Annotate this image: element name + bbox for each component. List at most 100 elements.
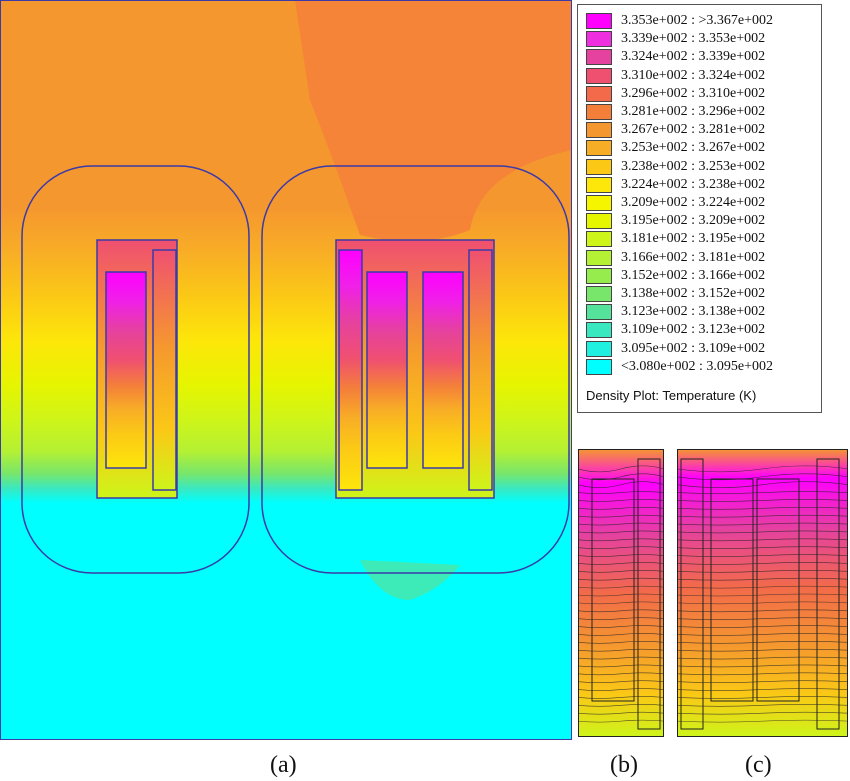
legend-label: 3.152e+002 : 3.166e+002 bbox=[621, 267, 766, 283]
legend-swatch bbox=[586, 213, 612, 230]
caption-a: (a) bbox=[270, 752, 297, 778]
legend-label: 3.109e+002 : 3.123e+002 bbox=[621, 322, 766, 338]
plot-b-contours bbox=[578, 465, 664, 723]
legend-swatch bbox=[586, 67, 612, 84]
legend-label: 3.281e+002 : 3.296e+002 bbox=[621, 104, 766, 119]
contour-line bbox=[578, 656, 664, 660]
legend-swatch bbox=[586, 358, 612, 375]
caption-c: (c) bbox=[745, 752, 772, 778]
winding-left-inner bbox=[105, 271, 147, 469]
contour-line bbox=[578, 711, 664, 715]
plot-c-winding-4 bbox=[816, 458, 840, 730]
contour-line bbox=[578, 625, 664, 628]
legend-swatch bbox=[586, 322, 612, 339]
legend-swatch bbox=[586, 231, 612, 248]
legend-label: 3.353e+002 : >3.367e+002 bbox=[621, 13, 774, 28]
contour-line bbox=[578, 481, 664, 488]
legend-swatch bbox=[586, 49, 612, 66]
legend-label: 3.224e+002 : 3.238e+002 bbox=[621, 176, 766, 192]
contour-line bbox=[578, 538, 664, 542]
legend-label: 3.253e+002 : 3.267e+002 bbox=[621, 140, 766, 156]
legend-entry: 3.109e+002 : 3.123e+002 bbox=[586, 321, 816, 339]
legend-label: 3.339e+002 : 3.353e+002 bbox=[621, 31, 766, 47]
legend-label: 3.138e+002 : 3.152e+002 bbox=[621, 286, 766, 301]
contour-line bbox=[578, 491, 664, 494]
plot-c-fill bbox=[677, 449, 848, 737]
plot-c-winding-3 bbox=[756, 478, 800, 702]
contour-line bbox=[578, 562, 664, 565]
legend-label: 3.238e+002 : 3.253e+002 bbox=[621, 158, 766, 174]
contour-line bbox=[578, 696, 664, 699]
legend-entry: 3.224e+002 : 3.238e+002 bbox=[586, 176, 816, 194]
plot-b-border bbox=[578, 449, 664, 737]
contour-line bbox=[578, 554, 664, 557]
contour-line bbox=[578, 465, 664, 473]
legend-swatch bbox=[586, 249, 612, 266]
contour-line bbox=[578, 546, 664, 550]
legend-entry: <3.080e+002 : 3.095e+002 bbox=[586, 358, 816, 376]
legend-swatch bbox=[586, 158, 612, 175]
legend-label: 3.209e+002 : 3.224e+002 bbox=[621, 195, 766, 210]
legend-label: 3.310e+002 : 3.324e+002 bbox=[621, 67, 766, 83]
legend-label: 3.267e+002 : 3.281e+002 bbox=[621, 122, 766, 138]
core-outline-right bbox=[261, 165, 570, 574]
caption-b: (b) bbox=[610, 752, 638, 778]
contour-plot-b bbox=[578, 449, 664, 737]
legend-swatch bbox=[586, 140, 612, 157]
legend-entry: 3.339e+002 : 3.353e+002 bbox=[586, 30, 816, 48]
contour-line bbox=[578, 688, 664, 691]
contour-line bbox=[578, 577, 664, 581]
winding-right-2 bbox=[366, 271, 408, 469]
plot-b-fill bbox=[578, 449, 664, 737]
legend-swatch bbox=[586, 286, 612, 302]
contour-line bbox=[578, 585, 664, 589]
legend-label: 3.324e+002 : 3.339e+002 bbox=[621, 49, 766, 65]
legend-entry: 3.095e+002 : 3.109e+002 bbox=[586, 340, 816, 358]
contour-line bbox=[578, 514, 664, 518]
legend-swatch bbox=[586, 104, 612, 120]
legend-swatch bbox=[586, 267, 612, 284]
legend-label: 3.296e+002 : 3.310e+002 bbox=[621, 85, 766, 101]
plot-b-inner-winding bbox=[591, 478, 635, 702]
legend-label: 3.195e+002 : 3.209e+002 bbox=[621, 213, 766, 229]
legend-label: 3.123e+002 : 3.138e+002 bbox=[621, 304, 766, 320]
legend-entry: 3.324e+002 : 3.339e+002 bbox=[586, 48, 816, 66]
contour-line bbox=[578, 680, 664, 684]
plot-c-winding-1 bbox=[680, 458, 704, 730]
contour-line bbox=[578, 499, 664, 502]
legend-label: <3.080e+002 : 3.095e+002 bbox=[621, 358, 774, 374]
contour-line bbox=[578, 672, 664, 676]
contour-line bbox=[578, 617, 664, 620]
legend-label: 3.166e+002 : 3.181e+002 bbox=[621, 249, 766, 265]
core-outline-left bbox=[21, 165, 250, 574]
warm-plume bbox=[295, 0, 572, 242]
plot-border bbox=[0, 0, 572, 740]
contour-line bbox=[578, 522, 664, 526]
legend-swatch bbox=[586, 176, 612, 193]
legend-swatch bbox=[586, 340, 612, 357]
contour-line bbox=[578, 601, 664, 605]
winding-left-outer bbox=[152, 249, 177, 491]
contour-line bbox=[578, 704, 664, 707]
legend-entry: 3.152e+002 : 3.166e+002 bbox=[586, 267, 816, 285]
legend-swatch bbox=[586, 31, 612, 48]
legend-entry: 3.195e+002 : 3.209e+002 bbox=[586, 212, 816, 230]
legend-entry: 3.166e+002 : 3.181e+002 bbox=[586, 249, 816, 267]
legend-entry: 3.181e+002 : 3.195e+002 bbox=[586, 230, 816, 248]
legend-caption: Density Plot: Temperature (K) bbox=[586, 388, 757, 403]
legend-entry: 3.238e+002 : 3.253e+002 bbox=[586, 158, 816, 176]
legend-entry: 3.253e+002 : 3.267e+002 bbox=[586, 139, 816, 157]
contour-line bbox=[578, 648, 664, 652]
plot-c-border bbox=[677, 449, 848, 737]
contour-line bbox=[578, 570, 664, 573]
legend-label: 3.181e+002 : 3.195e+002 bbox=[621, 231, 766, 247]
contour-line bbox=[578, 609, 664, 613]
contour-line bbox=[578, 633, 664, 636]
contour-line bbox=[578, 473, 664, 481]
temperature-density-plot-a bbox=[0, 0, 572, 740]
contour-line bbox=[578, 664, 664, 668]
contour-line bbox=[578, 506, 664, 510]
contour-line bbox=[578, 530, 664, 534]
contour-plot-c bbox=[677, 449, 848, 737]
legend-entry: 3.267e+002 : 3.281e+002 bbox=[586, 121, 816, 139]
